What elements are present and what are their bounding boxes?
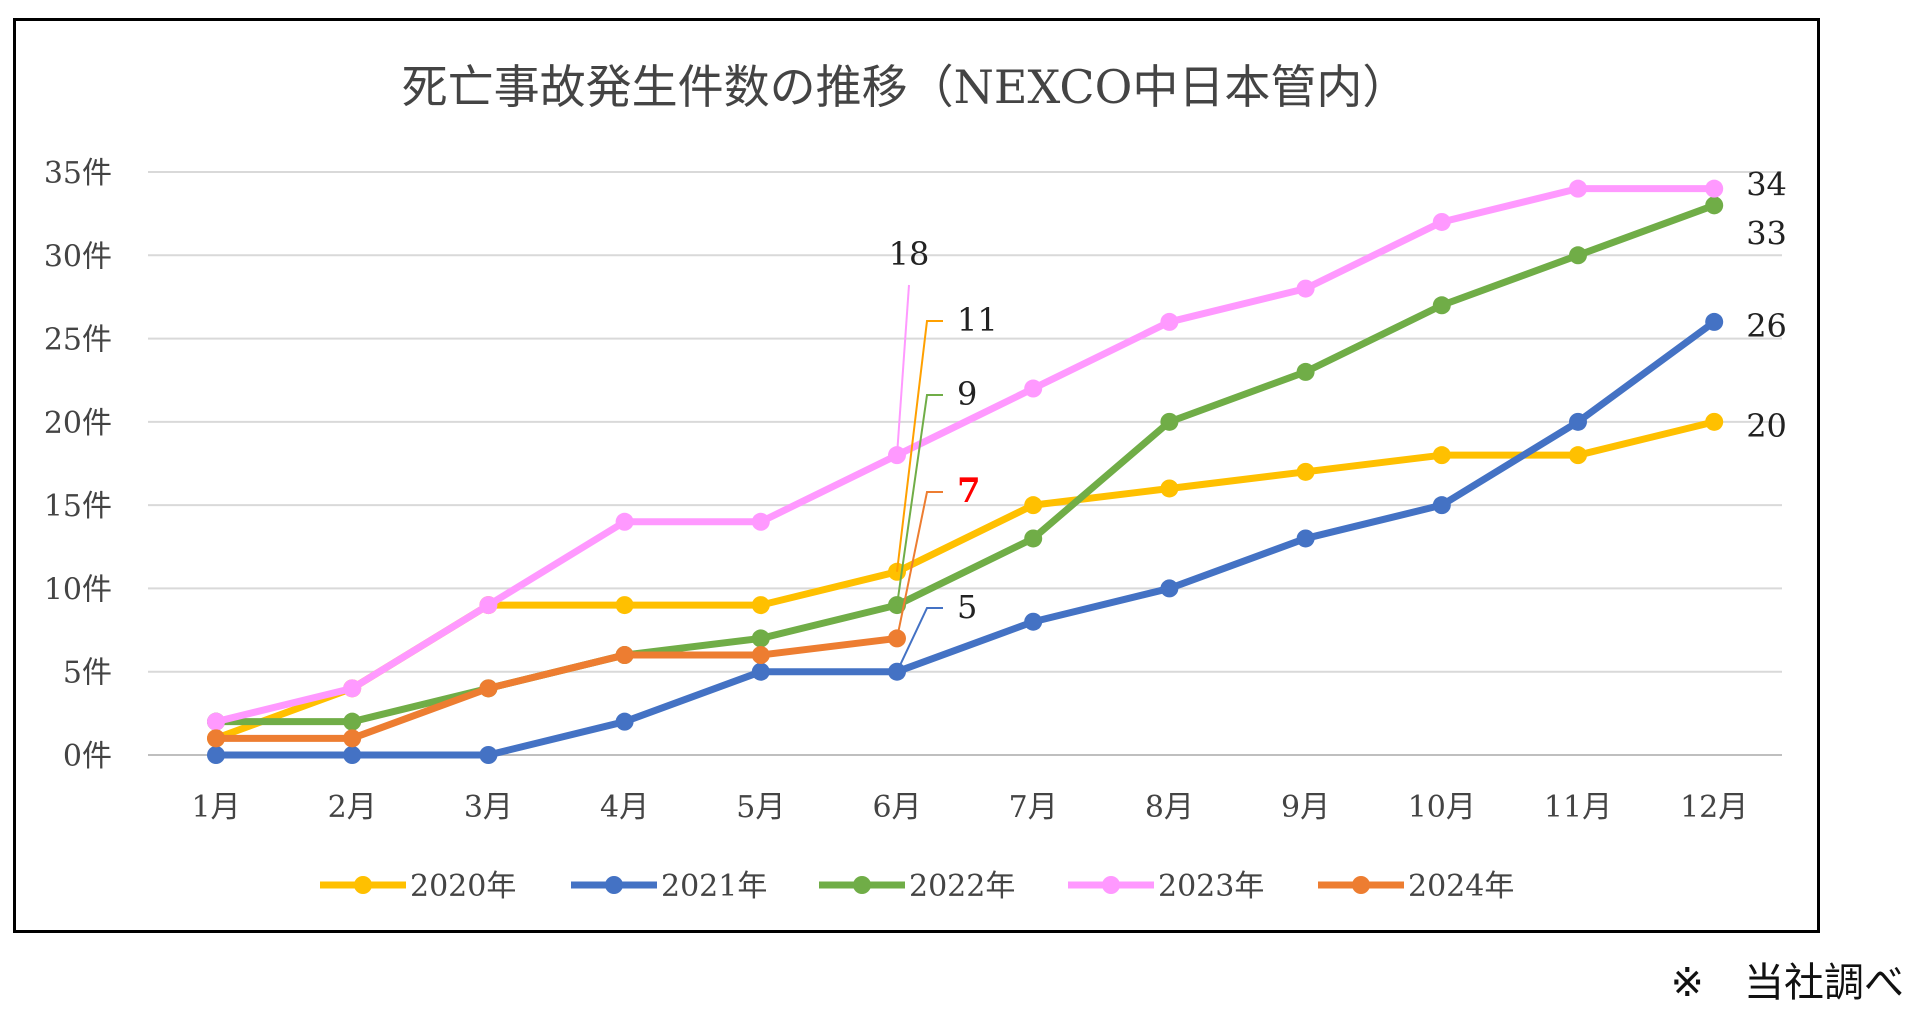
- series-line-2023年: [212, 185, 1718, 726]
- data-point-2022年-7月: [1024, 529, 1043, 548]
- data-point-2024年-2月: [343, 729, 362, 748]
- data-point-2020年-11月: [1569, 446, 1587, 465]
- data-point-2020年-9月: [1296, 462, 1315, 481]
- data-point-2024年-1月: [207, 729, 225, 748]
- data-point-2024年-4月: [615, 646, 634, 665]
- data-point-2020年-5月: [751, 596, 770, 615]
- callout-label-2020年: 11: [957, 301, 998, 339]
- data-point-2023年-4月: [615, 512, 634, 531]
- y-tick-label: 5件: [63, 656, 112, 691]
- x-tick-label: 12月: [1680, 790, 1748, 825]
- data-point-2021年-4月: [615, 712, 634, 731]
- data-point-2021年-3月: [479, 746, 498, 764]
- callout-label-2024年: 7: [957, 471, 981, 511]
- callout-leader-2020年: [896, 320, 943, 572]
- data-point-2022年-9月: [1296, 362, 1315, 381]
- legend-label-2020年: 2020年: [410, 869, 516, 904]
- x-tick-label: 9月: [1281, 790, 1330, 825]
- data-point-2022年-5月: [751, 629, 770, 648]
- legend-marker-2021年: [605, 876, 623, 894]
- y-tick-label: 15件: [44, 489, 112, 524]
- end-label-2023年: 34: [1746, 166, 1787, 204]
- series-line-2021年: [212, 318, 1718, 759]
- data-point-2021年-1月: [207, 746, 225, 764]
- y-tick-label: 35件: [44, 156, 112, 191]
- x-tick-label: 4月: [600, 790, 649, 825]
- data-point-2023年-2月: [343, 679, 362, 698]
- series-line-2020年: [212, 418, 1718, 742]
- x-tick-label: 8月: [1145, 790, 1194, 825]
- callout-leader-2023年: [896, 284, 910, 456]
- data-point-2023年-3月: [479, 596, 498, 615]
- y-tick-label: 25件: [44, 323, 112, 358]
- end-label-2021年: 26: [1746, 307, 1787, 345]
- data-point-2022年-12月: [1705, 196, 1724, 215]
- data-point-2023年-12月: [1705, 179, 1724, 198]
- x-tick-label: 1月: [191, 790, 240, 825]
- legend-label-2022年: 2022年: [909, 869, 1015, 904]
- data-point-2021年-7月: [1024, 612, 1043, 631]
- legend-label-2021年: 2021年: [661, 869, 767, 904]
- x-tick-label: 11月: [1544, 790, 1612, 825]
- data-point-2021年-11月: [1569, 412, 1587, 431]
- data-point-2024年-3月: [479, 679, 498, 698]
- callout-leader-2021年: [896, 607, 943, 673]
- data-point-2020年-8月: [1160, 479, 1179, 498]
- data-point-2022年-11月: [1569, 246, 1587, 265]
- legend-marker-2024年: [1352, 876, 1370, 894]
- y-tick-label: 30件: [44, 239, 112, 274]
- series-line-2024年: [212, 634, 901, 742]
- legend-marker-2022年: [853, 876, 871, 894]
- data-point-2023年-1月: [207, 712, 225, 731]
- data-point-2020年-10月: [1432, 446, 1451, 465]
- x-tick-label: 2月: [328, 790, 377, 825]
- chart-title: 死亡事故発生件数の推移（NEXCO中日本管内）: [402, 60, 1409, 114]
- callout-label-2021年: 5: [957, 588, 977, 626]
- callout-label-2023年: 18: [889, 235, 930, 273]
- data-point-2021年-9月: [1296, 529, 1315, 548]
- source-note: ※ 当社調べ: [1670, 960, 1904, 1006]
- x-tick-label: 7月: [1009, 790, 1058, 825]
- end-label-2020年: 20: [1746, 407, 1787, 445]
- data-point-2023年-11月: [1569, 179, 1587, 198]
- data-point-2021年-5月: [751, 662, 770, 681]
- legend-label-2023年: 2023年: [1158, 869, 1264, 904]
- legend-label-2024年: 2024年: [1408, 869, 1514, 904]
- data-point-2020年-12月: [1705, 412, 1724, 431]
- y-tick-label: 10件: [44, 572, 112, 607]
- data-point-2021年-8月: [1160, 579, 1179, 598]
- data-point-2021年-2月: [343, 746, 362, 764]
- end-label-2022年: 33: [1746, 214, 1787, 252]
- y-tick-label: 20件: [44, 406, 112, 441]
- x-tick-label: 6月: [872, 790, 921, 825]
- callout-leader-2022年: [896, 394, 943, 606]
- data-point-2023年-8月: [1160, 312, 1179, 331]
- x-tick-label: 10月: [1408, 790, 1476, 825]
- data-point-2021年-10月: [1432, 496, 1451, 515]
- legend-marker-2023年: [1102, 876, 1120, 894]
- data-point-2022年-2月: [343, 712, 362, 731]
- data-point-2022年-10月: [1432, 296, 1451, 315]
- data-point-2023年-9月: [1296, 279, 1315, 298]
- x-tick-label: 3月: [464, 790, 513, 825]
- legend-marker-2020年: [354, 876, 372, 894]
- data-point-2020年-7月: [1024, 496, 1043, 515]
- data-point-2023年-5月: [751, 512, 770, 531]
- data-point-2020年-4月: [615, 596, 634, 615]
- data-point-2022年-8月: [1160, 412, 1179, 431]
- callout-leader-2024年: [896, 491, 943, 639]
- data-point-2021年-12月: [1705, 312, 1724, 331]
- x-tick-label: 5月: [736, 790, 785, 825]
- data-point-2023年-7月: [1024, 379, 1043, 398]
- y-tick-label: 0件: [63, 739, 112, 774]
- data-point-2023年-10月: [1432, 212, 1451, 231]
- callout-label-2022年: 9: [957, 375, 977, 413]
- data-point-2024年-5月: [751, 646, 770, 665]
